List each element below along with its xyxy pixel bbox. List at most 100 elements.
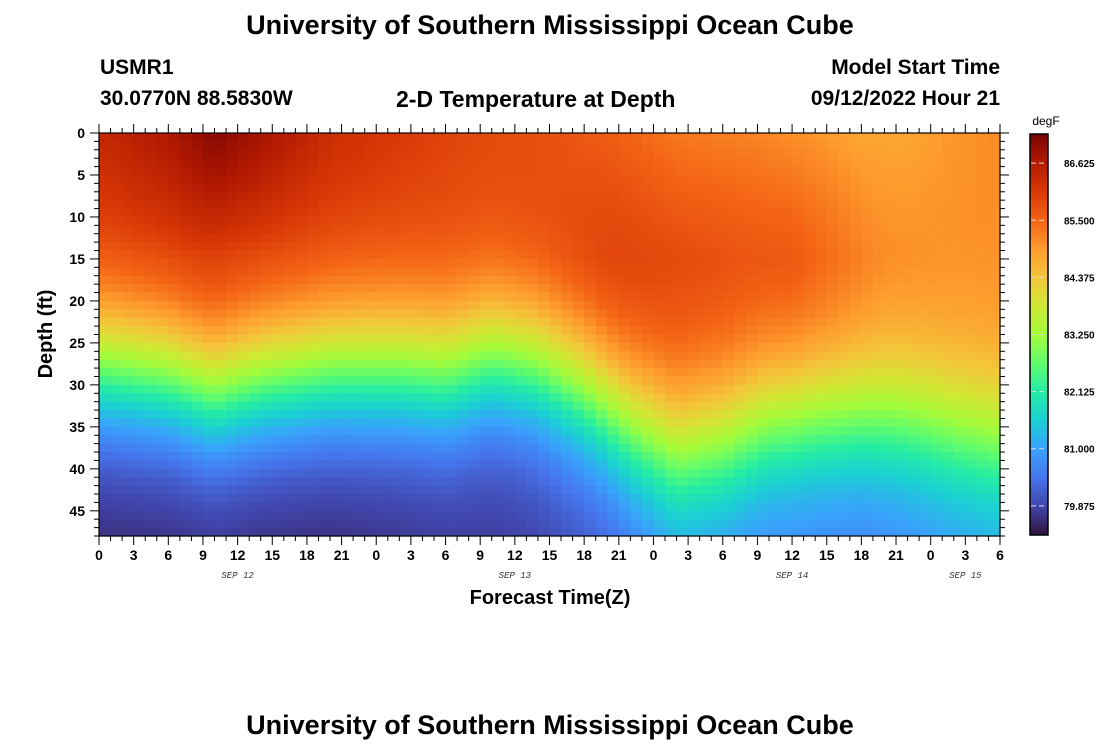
heatmap-cell [457,418,470,428]
heatmap-cell [191,502,204,512]
heatmap-cell [653,133,666,142]
heatmap-cell [353,141,366,151]
heatmap-cell [214,208,227,218]
heatmap-cell [445,334,458,344]
heatmap-cell [665,477,678,487]
heatmap-cell [803,133,816,142]
heatmap-cell [503,166,516,176]
heatmap-cell [953,233,966,243]
heatmap-cell [330,351,343,361]
heatmap-cell [734,300,747,310]
heatmap-cell [919,174,932,184]
heatmap-cell [688,401,701,411]
heatmap-cell [272,267,285,277]
heatmap-cell [815,191,828,201]
heatmap-cell [353,326,366,336]
heatmap-cell [722,452,735,462]
heatmap-cell [607,502,620,512]
x-tick-label: 15 [264,547,280,563]
heatmap-cell [295,468,308,478]
heatmap-cell [168,275,181,285]
heatmap-cell [561,401,574,411]
heatmap-cell [584,494,597,504]
heatmap-cell [734,494,747,504]
heatmap-cell [953,242,966,252]
heatmap-cell [387,443,400,453]
heatmap-cell [526,250,539,260]
heatmap-cell [306,510,320,520]
heatmap-cell [226,149,239,159]
heatmap-cell [803,401,816,411]
heatmap-cell [965,191,978,201]
heatmap-cell [815,477,828,487]
heatmap-cell [896,133,909,142]
heatmap-cell [745,300,759,310]
heatmap-cell [283,250,296,260]
heatmap-cell [896,401,909,411]
heatmap-cell [861,200,874,210]
heatmap-cell [433,393,447,403]
heatmap-cell [422,250,435,260]
heatmap-cell [815,351,828,361]
heatmap-cell [653,477,666,487]
heatmap-cell [260,334,273,344]
heatmap-cell [838,527,851,537]
heatmap-cell [503,426,516,436]
heatmap-cell [676,191,689,201]
heatmap-cell [953,351,966,361]
heatmap-cell [145,342,158,352]
heatmap-cell [306,468,320,478]
heatmap-cell [364,468,377,478]
heatmap-cell [930,460,943,470]
heatmap-cell [699,477,712,487]
heatmap-cell [838,426,851,436]
heatmap-cell [376,141,389,151]
heatmap-cell [191,477,204,487]
heatmap-cell [884,510,897,520]
heatmap-cell [468,275,481,285]
heatmap-cell [884,460,897,470]
x-tick-label: 3 [407,547,415,563]
heatmap-cell [364,401,377,411]
heatmap-cell [572,334,585,344]
heatmap-cell [919,519,932,529]
heatmap-cell [630,410,643,420]
heatmap-cell [803,460,816,470]
heatmap-cell [283,267,296,277]
heatmap-cell [306,410,320,420]
heatmap-cell [665,309,678,319]
heatmap-cell [595,292,608,302]
heatmap-cell [514,284,527,294]
heatmap-cell [976,233,990,243]
heatmap-cell [792,275,805,285]
heatmap-cell [976,426,990,436]
heatmap-cell [341,401,354,411]
heatmap-cell [537,460,551,470]
heatmap-cell [838,502,851,512]
heatmap-cell [318,208,331,218]
heatmap-cell [803,418,816,428]
heatmap-cell [99,460,112,470]
heatmap-cell [445,494,458,504]
heatmap-cell [156,250,169,260]
heatmap-cell [757,443,770,453]
heatmap-cell [803,502,816,512]
heatmap-cell [907,334,920,344]
heatmap-cell [179,494,193,504]
heatmap-cell [676,208,689,218]
heatmap-cell [919,460,932,470]
heatmap-cell [283,376,296,386]
heatmap-cell [364,326,377,336]
heatmap-cell [295,393,308,403]
heatmap-cell [330,191,343,201]
heatmap-cell [561,284,574,294]
heatmap-cell [676,133,689,142]
heatmap-cell [514,510,527,520]
heatmap-cell [318,216,331,226]
heatmap-cell [503,435,516,445]
heatmap-cell [907,208,920,218]
heatmap-cell [757,519,770,529]
y-tick-label: 20 [69,293,85,309]
heatmap-cell [838,309,851,319]
heatmap-cell [861,174,874,184]
